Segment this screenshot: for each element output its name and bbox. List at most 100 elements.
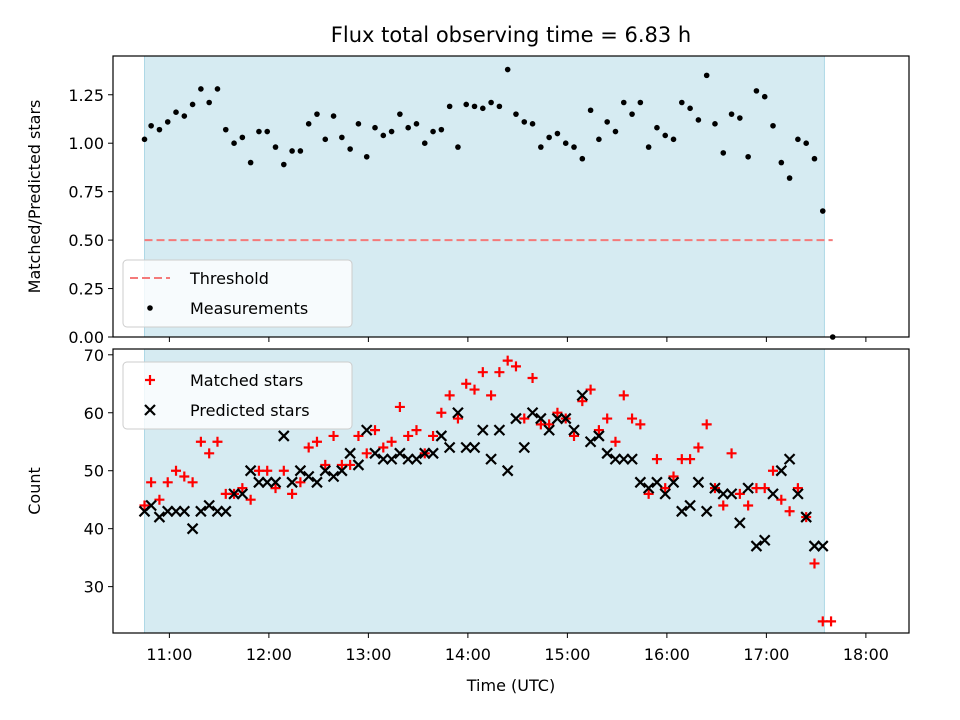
matched-stars-point: [718, 500, 729, 511]
measurement-point: [421, 140, 428, 147]
x-tick-label: 18:00: [843, 645, 889, 664]
measurement-point: [322, 136, 329, 143]
legend-matched-swatch: [145, 375, 155, 385]
measurement-point: [430, 128, 436, 135]
measurement-point: [189, 101, 196, 108]
measurement-point: [521, 119, 528, 125]
predicted-stars-point: [427, 447, 439, 460]
y-axis-label: Matched/Predicted stars: [25, 100, 44, 294]
measurement-point: [654, 124, 660, 131]
matched-stars-point: [287, 488, 298, 499]
measurement-point: [297, 148, 304, 154]
counts-panel: 30 40 50 60 70 Count 11:00 12:00 13:00 14:00 15:00…: [25, 346, 910, 695]
measurement-point: [645, 144, 652, 150]
matched-stars-point: [270, 483, 281, 494]
predicted-stars-point: [758, 534, 771, 547]
y-tick-label: 0.25: [68, 280, 104, 299]
matched-stars-point: [444, 390, 455, 401]
measurement-point: [256, 128, 262, 135]
x-tick-label: 15:00: [544, 645, 590, 664]
predicted-stars-point: [493, 424, 506, 436]
predicted-stars-point: [385, 453, 398, 465]
measurement-point: [156, 126, 163, 133]
predicted-stars-point: [742, 482, 754, 494]
matched-stars-point: [809, 558, 820, 569]
predicted-stars-point: [783, 453, 796, 465]
matched-stars-point: [494, 367, 505, 378]
predicted-stars-point: [568, 424, 580, 436]
measurement-point: [620, 99, 627, 106]
predicted-stars-point: [601, 447, 613, 460]
measurement-point: [745, 153, 751, 160]
measurement-point: [712, 121, 718, 127]
x-tick-label: 13:00: [345, 645, 391, 664]
matched-stars-point: [386, 436, 397, 447]
matched-stars-point: [660, 483, 671, 494]
measurement-point: [206, 99, 212, 106]
predicted-stars-point: [816, 540, 829, 552]
matched-stars-point: [643, 488, 654, 499]
predicted-stars-point: [634, 476, 647, 489]
matched-stars-point: [668, 471, 679, 482]
x-tick-label: 17:00: [743, 645, 789, 664]
predicted-stars-point: [369, 447, 381, 460]
matched-stars-point: [759, 483, 770, 494]
predicted-stars-point: [360, 424, 373, 436]
predicted-stars-point: [468, 441, 481, 454]
matched-stars-point: [461, 378, 472, 389]
predicted-stars-point: [526, 406, 539, 419]
measurement-point: [629, 111, 635, 117]
matched-stars-point: [428, 430, 439, 441]
measurement-point: [786, 175, 793, 181]
predicted-stars-point: [734, 517, 746, 529]
measurement-point: [803, 140, 809, 147]
measurement-point: [388, 128, 395, 135]
predicted-stars-point: [667, 476, 680, 489]
measurement-point: [579, 155, 586, 162]
measurement-point: [198, 86, 204, 92]
measurement-point: [222, 126, 229, 133]
measurement-point: [795, 136, 801, 143]
measurement-point: [496, 103, 503, 110]
matched-stars-point: [486, 390, 497, 401]
y-tick-label: 0.50: [68, 231, 104, 250]
predicted-stars-point: [750, 540, 763, 552]
measurement-point: [819, 208, 826, 214]
matched-stars-point: [311, 436, 322, 447]
measurement-point: [413, 121, 420, 127]
matched-stars-point: [411, 425, 422, 436]
predicted-stars-point: [319, 464, 332, 477]
measurement-point: [770, 122, 776, 129]
predicted-stars-point: [418, 447, 431, 460]
matched-stars-point: [146, 477, 157, 488]
predicted-stars-point: [725, 488, 738, 500]
measurement-point: [679, 99, 685, 106]
predicted-stars-point: [559, 412, 572, 425]
matched-stars-point: [768, 465, 779, 476]
x-tick-label: 12:00: [246, 645, 292, 664]
measurement-point: [173, 109, 179, 115]
measurement-point: [372, 124, 378, 131]
measurement-point: [231, 140, 237, 147]
predicted-stars-point: [709, 482, 721, 494]
matched-stars-point: [593, 425, 604, 436]
y-tick-label: 1.25: [68, 86, 104, 105]
predicted-stars-point: [692, 476, 705, 489]
matched-stars-point: [651, 454, 662, 465]
measurement-point: [463, 101, 470, 108]
matched-stars-point: [179, 471, 190, 482]
matched-stars-point: [328, 430, 339, 441]
measurement-point: [339, 134, 345, 141]
matched-stars-point: [139, 500, 150, 511]
predicted-stars-point: [700, 505, 713, 518]
legend-box: [122, 259, 353, 328]
predicted-stars-point: [186, 522, 199, 535]
measurement-point: [164, 119, 171, 125]
measurement-point: [405, 124, 411, 131]
predicted-stars-point: [269, 476, 282, 489]
measurement-point: [347, 146, 353, 152]
predicted-stars-point: [327, 470, 340, 483]
predicted-stars-point: [460, 441, 473, 454]
measurement-point: [554, 130, 561, 137]
measurement-point: [141, 136, 148, 143]
